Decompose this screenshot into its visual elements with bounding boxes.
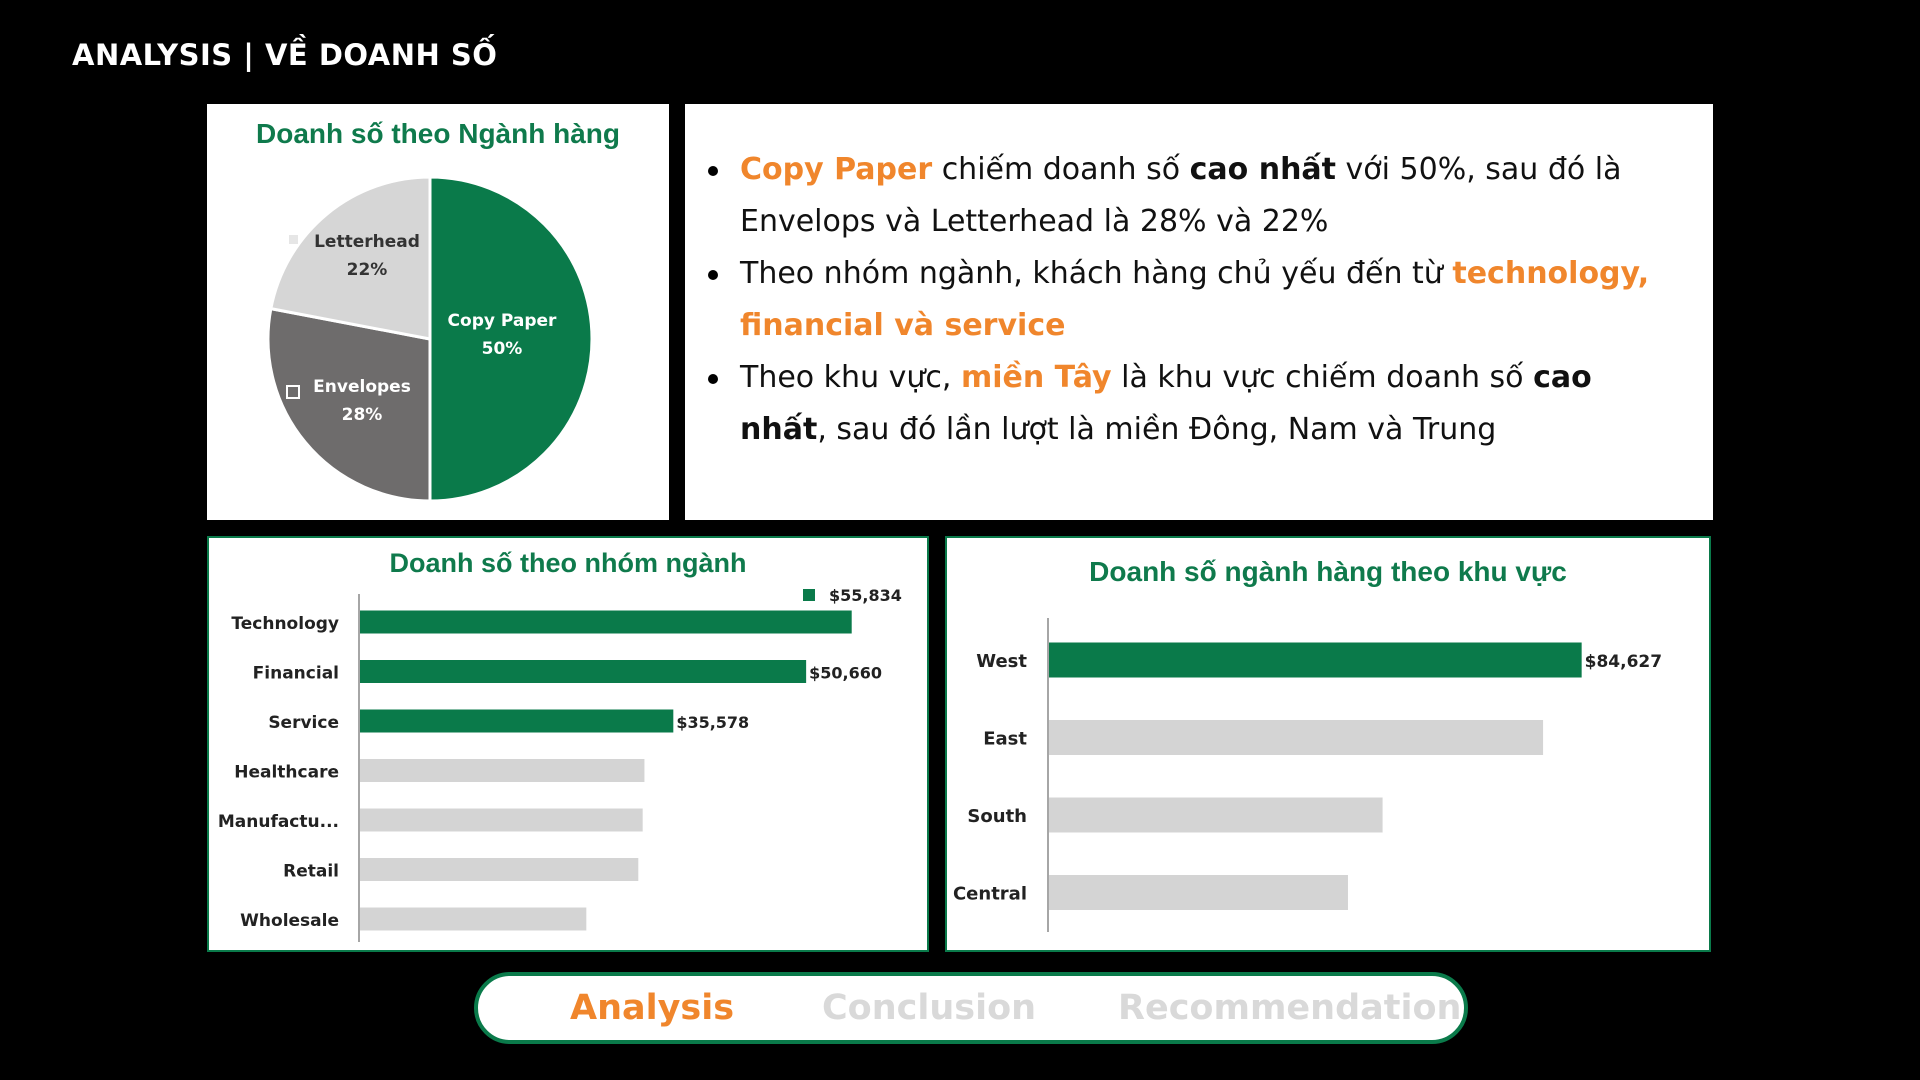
bar-retail (360, 858, 639, 881)
category-label-service: Service (268, 713, 339, 733)
pie-slice-copy-paper (428, 175, 594, 503)
insight-bullet-2: Theo nhóm ngành, khách hàng chủ yếu đến … (708, 248, 1673, 352)
category-label-west: West (976, 651, 1027, 672)
bar-healthcare (360, 759, 645, 782)
pie-chart: Copy Paper 50% Envelopes 28% Letterhead 22% (266, 175, 594, 503)
category-label-east: East (983, 729, 1027, 750)
category-label-wholesale: Wholesale (240, 911, 339, 931)
pie-chart-panel: Doanh số theo Ngành hàng Copy Paper 50% En… (207, 104, 669, 520)
section-nav: Analysis Conclusion Recommendation (474, 972, 1468, 1044)
tab-recommendation[interactable]: Recommendation (1118, 988, 1462, 1028)
pie-slice-envelopes (266, 306, 432, 503)
insights-panel: Copy Paper chiếm doanh số cao nhất với 5… (685, 104, 1713, 520)
pie-pct-copy-paper: 50% (482, 339, 523, 359)
page-title: ANALYSIS | VỀ DOANH SỐ (72, 38, 498, 72)
category-label-retail: Retail (283, 862, 339, 882)
insight-bullet-3: Theo khu vực, miền Tây là khu vực chiếm … (708, 352, 1673, 456)
tab-conclusion[interactable]: Conclusion (822, 988, 1037, 1028)
insights-list: Copy Paper chiếm doanh số cao nhất với 5… (708, 144, 1673, 456)
pie-legend-marker-envelopes (286, 385, 300, 399)
category-label-financial: Financial (253, 664, 339, 684)
value-label-financial: $50,660 (809, 664, 882, 683)
pie-pct-envelopes: 28% (342, 405, 383, 425)
category-label-healthcare: Healthcare (234, 763, 339, 783)
bar-south (1049, 797, 1383, 833)
bar-financial (360, 660, 807, 683)
region-chart-title: Doanh số ngành hàng theo khu vực (1089, 556, 1567, 587)
pie-legend-marker-letterhead (289, 235, 298, 244)
bar-west (1049, 642, 1582, 678)
bar-service (360, 709, 674, 733)
tab-analysis[interactable]: Analysis (570, 988, 735, 1028)
region-bar-chart: West $84,627 East South Central (953, 618, 1662, 932)
region-chart-panel: Doanh số ngành hàng theo khu vực West $84… (945, 536, 1711, 952)
bar-technology (360, 610, 852, 634)
pie-label-envelopes: Envelopes (313, 377, 411, 397)
pie-slice-letterhead (269, 175, 432, 341)
bar-central (1049, 875, 1348, 910)
value-label-service: $35,578 (676, 713, 749, 732)
category-label-manufactu: Manufactu... (218, 812, 339, 832)
legend-label: $55,834 (829, 586, 902, 605)
pie-label-letterhead: Letterhead (314, 232, 420, 252)
legend-marker (803, 589, 815, 601)
industry-chart-panel: Doanh số theo nhóm ngành Technology Finan… (207, 536, 929, 952)
category-label-central: Central (953, 884, 1027, 905)
pie-chart-title: Doanh số theo Ngành hàng (256, 118, 620, 149)
insight-bullet-1: Copy Paper chiếm doanh số cao nhất với 5… (708, 144, 1673, 248)
pie-label-copy-paper: Copy Paper (448, 311, 557, 331)
bar-wholesale (360, 907, 587, 931)
bar-east (1049, 720, 1544, 755)
bar-manufactu (360, 808, 643, 832)
pie-pct-letterhead: 22% (347, 260, 388, 280)
category-label-technology: Technology (231, 614, 339, 634)
industry-bar-chart: Technology Financial $50,660 Service $35,578… (218, 586, 902, 942)
value-label-west: $84,627 (1585, 652, 1662, 672)
category-label-south: South (967, 806, 1027, 827)
industry-chart-title: Doanh số theo nhóm ngành (389, 548, 747, 578)
